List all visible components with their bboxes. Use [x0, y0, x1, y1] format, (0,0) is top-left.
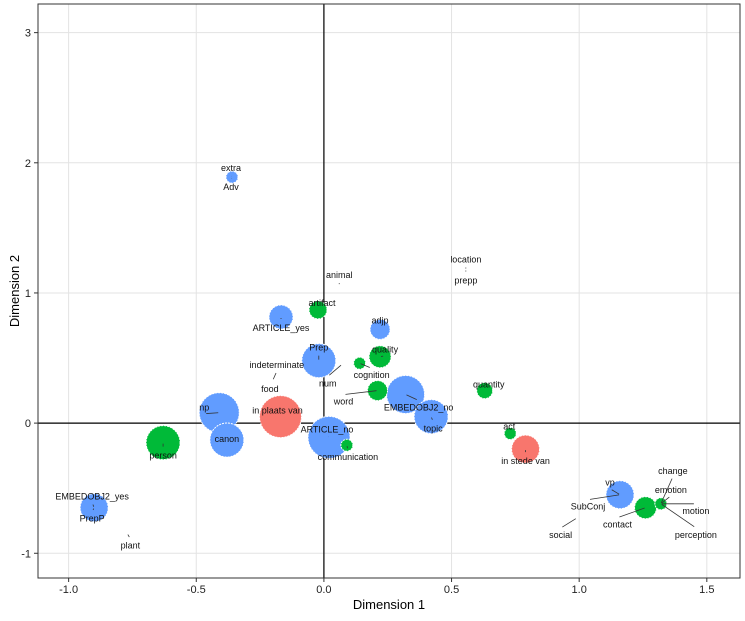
point-label: indeterminate — [250, 360, 305, 370]
point-label: communication — [318, 452, 379, 462]
point-label: np — [199, 403, 209, 413]
point-label: ARTICLE_no — [301, 424, 354, 434]
point-label: quality — [372, 345, 399, 355]
x-tick-label: 1.5 — [699, 584, 714, 596]
point-label: contact — [603, 520, 633, 530]
x-axis-title: Dimension 1 — [353, 597, 425, 612]
point-label: emotion — [655, 485, 687, 495]
point-label: quantity — [473, 380, 505, 390]
point-label: num — [319, 379, 337, 389]
point-label: change — [658, 466, 688, 476]
point-label: act — [503, 422, 516, 432]
point-label: word — [333, 397, 354, 407]
point-label: perception — [675, 530, 717, 540]
point-label: Adv — [223, 182, 239, 192]
y-tick-label: 0 — [25, 418, 31, 430]
bubble-cognition — [354, 357, 366, 369]
y-axis-title: Dimension 2 — [7, 255, 22, 327]
point-label: adjp — [372, 315, 389, 325]
bubble-in-plaats-van — [260, 396, 302, 438]
point-label: cognition — [354, 370, 390, 380]
point-label: motion — [682, 506, 709, 516]
bubble-contact — [635, 497, 657, 519]
point-label: PrepP — [80, 514, 105, 524]
x-tick-label: 0.0 — [316, 584, 331, 596]
bubble-communication — [341, 439, 353, 451]
point-label: location — [450, 255, 481, 265]
y-tick-label: 1 — [25, 288, 31, 300]
point-label: EMBEDOBJ2_no — [384, 402, 454, 412]
plot-panel — [38, 4, 740, 578]
point-label: Prep — [309, 343, 328, 353]
point-label: plant — [121, 541, 141, 551]
point-label: SubConj — [571, 502, 606, 512]
point-label: topic — [424, 424, 444, 434]
point-label: extra — [221, 163, 241, 173]
y-tick-label: 3 — [25, 28, 31, 40]
point-label: person — [149, 451, 177, 461]
point-label: prepp — [454, 276, 477, 286]
x-tick-label: 1.0 — [572, 584, 587, 596]
bubble-word — [368, 381, 388, 401]
x-tick-label: -0.5 — [187, 584, 206, 596]
y-tick-label: 2 — [25, 158, 31, 170]
point-label: in plaats van — [252, 406, 303, 416]
point-label: EMBEDOBJ2_yes — [55, 492, 129, 502]
point-label: ARTICLE_yes — [253, 323, 310, 333]
y-tick-label: -1 — [21, 548, 31, 560]
point-label: animal — [326, 270, 353, 280]
x-tick-label: -1.0 — [59, 584, 78, 596]
point-label: food — [261, 384, 279, 394]
point-label: artifact — [309, 298, 337, 308]
point-label: in stede van — [501, 456, 550, 466]
x-tick-label: 0.5 — [444, 584, 459, 596]
point-label: social — [549, 530, 572, 540]
point-label: canon — [215, 434, 240, 444]
point-label: vp — [605, 478, 615, 488]
